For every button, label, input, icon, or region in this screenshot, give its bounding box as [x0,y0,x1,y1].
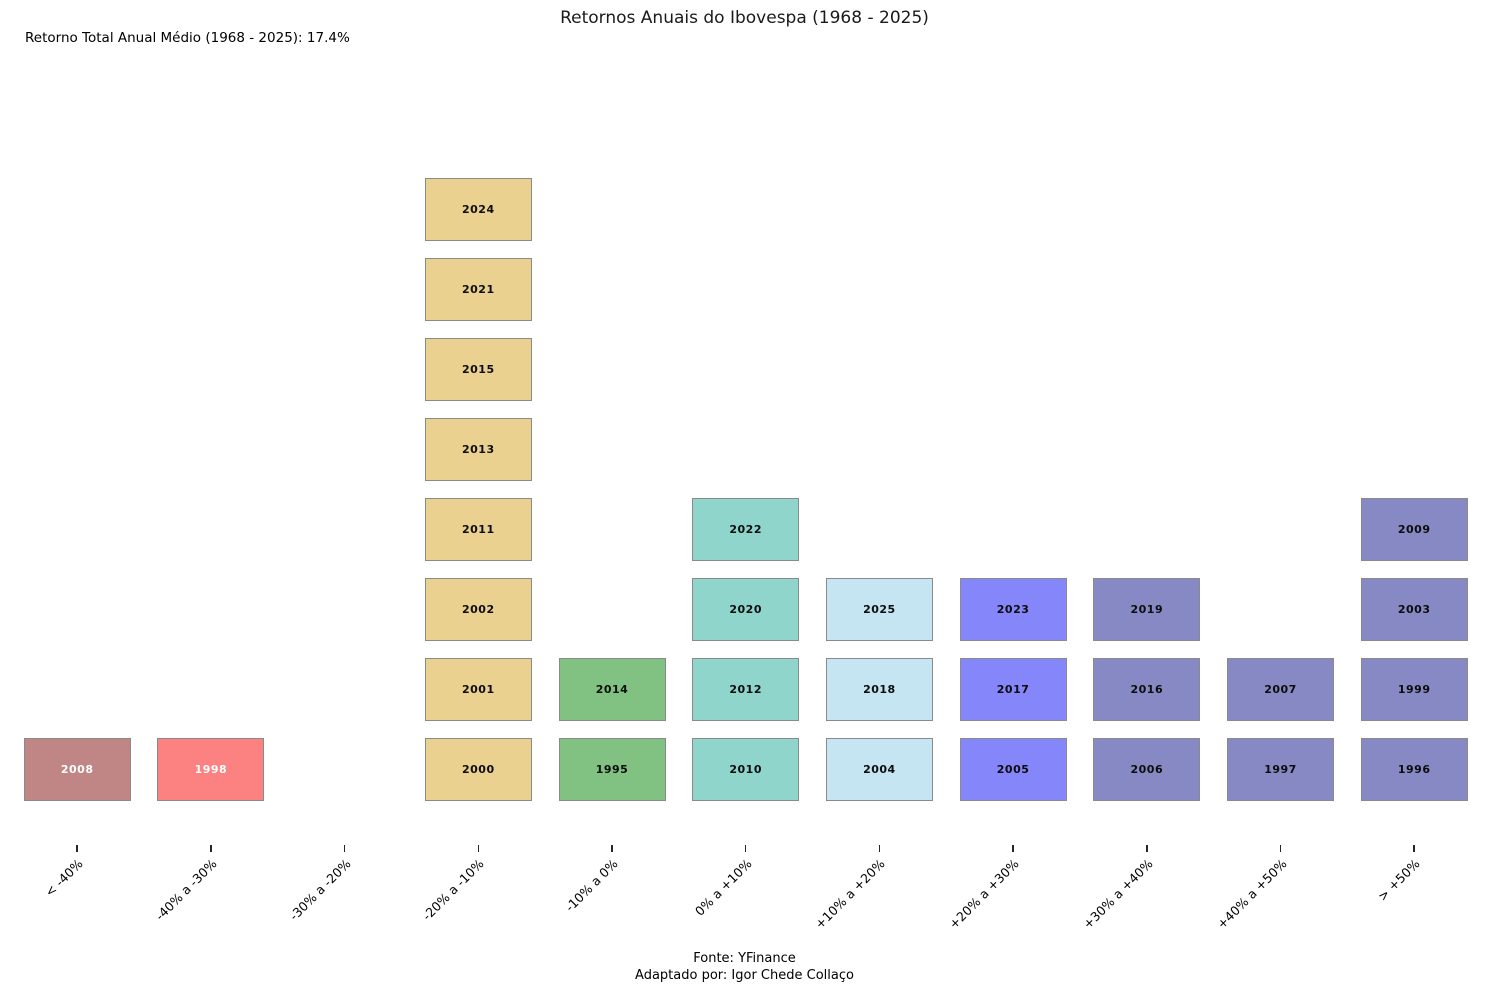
year-box-2023: 2023 [959,578,1067,641]
year-box-2000: 2000 [424,738,532,801]
year-box-2001: 2001 [424,658,532,721]
x-tick [1413,845,1415,852]
year-box-2021: 2021 [424,258,532,321]
year-box-2018: 2018 [825,658,933,721]
year-box-2011: 2011 [424,498,532,561]
year-box-2013: 2013 [424,418,532,481]
year-box-2007: 2007 [1227,658,1334,721]
year-box-2002: 2002 [424,578,532,641]
year-box-2008: 2008 [23,738,131,801]
year-box-2024: 2024 [424,178,532,241]
x-tick [744,845,747,852]
year-box-2022: 2022 [692,498,800,561]
year-box-2009: 2009 [1360,498,1468,561]
year-box-2020: 2020 [692,578,800,641]
year-box-2017: 2017 [959,658,1067,721]
year-box-1996: 1996 [1360,738,1468,801]
source-line: Fonte: YFinance [693,951,796,966]
year-box-1998: 1998 [157,738,265,801]
year-box-2004: 2004 [825,738,933,801]
adapted-by-line: Adaptado por: Igor Chede Collaço [635,967,854,983]
x-tick [210,845,212,852]
x-tick [1012,845,1014,852]
x-tick [343,845,346,852]
average-return-annotation: Retorno Total Anual Médio (1968 - 2025):… [25,30,350,46]
year-box-1995: 1995 [558,738,666,801]
year-box-2003: 2003 [1360,578,1468,641]
x-tick [1146,845,1148,852]
chart-title: Retornos Anuais do Ibovespa (1968 - 2025… [560,8,929,28]
year-box-2014: 2014 [558,658,666,721]
year-box-2006: 2006 [1093,738,1201,801]
year-box-2010: 2010 [692,738,800,801]
year-box-2012: 2012 [692,658,800,721]
x-tick [611,845,613,852]
year-box-2005: 2005 [959,738,1067,801]
year-box-1997: 1997 [1227,738,1334,801]
year-box-2025: 2025 [825,578,933,641]
x-tick [878,845,881,852]
x-tick [477,845,480,852]
x-tick [76,845,78,852]
x-tick [1279,845,1282,852]
year-box-1999: 1999 [1360,658,1468,721]
footer: Fonte: YFinance Adaptado por: Igor Chede… [0,951,1489,984]
year-box-2016: 2016 [1093,658,1201,721]
year-box-2015: 2015 [424,338,532,401]
year-box-2019: 2019 [1093,578,1201,641]
